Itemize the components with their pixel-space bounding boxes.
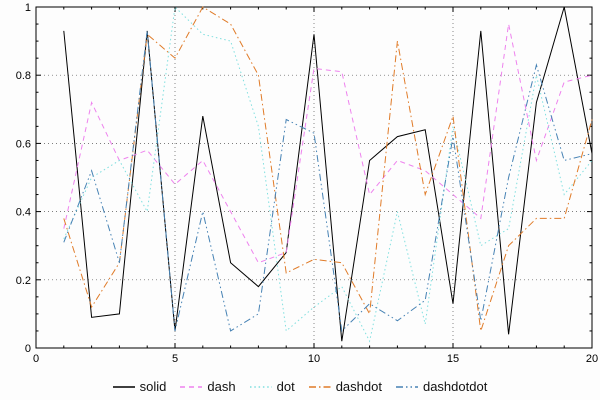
legend-label: dashdot: [335, 379, 382, 394]
gridlines: [36, 7, 592, 348]
y-tick-label: 1: [25, 2, 31, 14]
x-tick-label: 20: [586, 353, 598, 365]
legend-item-dashdotdot: dashdotdot: [395, 379, 488, 394]
legend-item-dash: dash: [180, 379, 236, 394]
legend-line-sample-dashdot: [308, 385, 331, 388]
legend-item-dashdot: dashdot: [308, 379, 382, 394]
x-tick-label: 15: [447, 353, 459, 365]
x-tick-label: 0: [33, 353, 39, 365]
x-axis-labels: 0 5 10 15 20: [33, 353, 598, 365]
series-dashdot: [63, 6, 593, 332]
legend-line-sample-solid: [112, 385, 135, 388]
line-chart: 0 5 10 15 20 0 0.2 0.4 0.6 0.8 1: [16, 2, 598, 365]
legend-line-sample-dashdotdot: [395, 385, 418, 388]
series-dashdotdot: [63, 30, 593, 333]
legend-item-solid: solid: [112, 379, 167, 394]
x-tick-label: 5: [172, 353, 178, 365]
x-tick-label: 10: [308, 353, 320, 365]
y-tick-label: 0.4: [16, 207, 31, 219]
y-tick-label: 0.6: [16, 138, 31, 150]
legend-item-dot: dot: [249, 379, 295, 394]
axis-ticks: [35, 6, 593, 349]
y-tick-label: 0.8: [16, 70, 31, 82]
legend-label: dot: [276, 379, 295, 394]
series-dot: [63, 5, 593, 343]
legend-label: solid: [139, 379, 167, 394]
legend-label: dash: [207, 379, 236, 394]
legend-line-sample-dot: [249, 385, 272, 388]
y-axis-labels: 0 0.2 0.4 0.6 0.8 1: [16, 2, 31, 355]
series-solid: [63, 6, 593, 342]
y-tick-label: 0: [25, 343, 31, 355]
legend-label: dashdotdot: [422, 379, 488, 394]
chart-legend: solid dash dot dashdot dashdotdot: [0, 379, 600, 394]
series-dash: [63, 23, 593, 264]
legend-line-sample-dash: [180, 385, 203, 388]
y-tick-label: 0.2: [16, 275, 31, 287]
